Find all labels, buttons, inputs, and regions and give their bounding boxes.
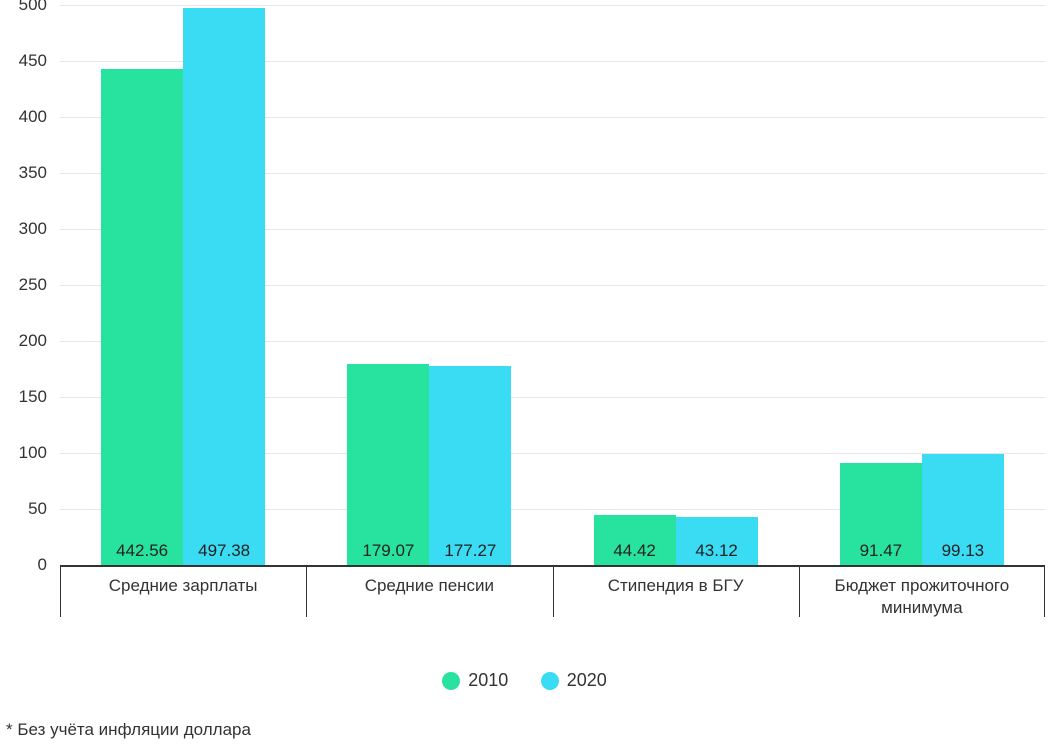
y-tick-label: 350 xyxy=(0,163,47,183)
legend-label-2020: 2020 xyxy=(567,670,607,691)
footnote: * Без учёта инфляции доллара xyxy=(6,720,251,740)
bar-value-label: 91.47 xyxy=(840,541,922,561)
y-tick-label: 200 xyxy=(0,331,47,351)
legend-item-2010: 2010 xyxy=(442,670,508,691)
legend-swatch-2020 xyxy=(541,672,559,690)
y-tick-label: 0 xyxy=(0,555,47,575)
y-tick-label: 50 xyxy=(0,499,47,519)
x-category-label: Средние пенсии xyxy=(306,567,552,597)
bar-2020 xyxy=(429,366,511,565)
bar-value-label: 442.56 xyxy=(101,541,183,561)
bar-2010 xyxy=(347,364,429,565)
y-tick-label: 500 xyxy=(0,0,47,15)
bar-value-label: 179.07 xyxy=(347,541,429,561)
y-tick-label: 250 xyxy=(0,275,47,295)
y-tick-label: 100 xyxy=(0,443,47,463)
y-tick-label: 300 xyxy=(0,219,47,239)
x-category-label: Бюджет прожиточного минимума xyxy=(799,567,1045,619)
bar-value-label: 99.13 xyxy=(922,541,1004,561)
bar-value-label: 497.38 xyxy=(183,541,265,561)
bar-value-label: 177.27 xyxy=(429,541,511,561)
bar-value-label: 43.12 xyxy=(676,541,758,561)
x-category: Средние пенсии xyxy=(306,567,552,597)
legend-swatch-2010 xyxy=(442,672,460,690)
bar-chart: 050100150200250300350400450500442.56497.… xyxy=(60,5,1045,565)
y-tick-label: 450 xyxy=(0,51,47,71)
x-category: Стипендия в БГУ xyxy=(553,567,799,597)
plot-area: 050100150200250300350400450500442.56497.… xyxy=(60,5,1045,565)
legend-label-2010: 2010 xyxy=(468,670,508,691)
y-tick-label: 150 xyxy=(0,387,47,407)
bar-2010 xyxy=(101,69,183,565)
legend-item-2020: 2020 xyxy=(541,670,607,691)
x-category: Средние зарплаты xyxy=(60,567,306,597)
bar-2020 xyxy=(183,8,265,565)
gridline xyxy=(60,5,1045,6)
bar-value-label: 44.42 xyxy=(594,541,676,561)
x-category-label: Стипендия в БГУ xyxy=(553,567,799,597)
x-category: Бюджет прожиточного минимума xyxy=(799,567,1045,619)
x-category-label: Средние зарплаты xyxy=(60,567,306,597)
y-tick-label: 400 xyxy=(0,107,47,127)
legend: 2010 2020 xyxy=(0,670,1049,695)
